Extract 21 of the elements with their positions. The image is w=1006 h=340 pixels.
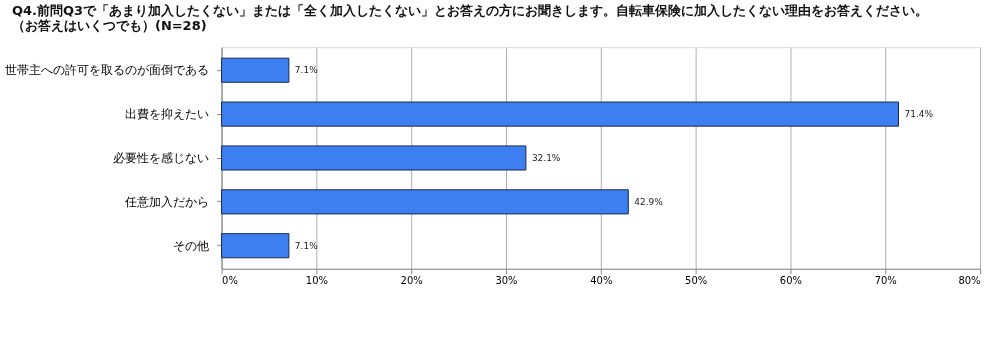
y-tick-label: 任意加入だから bbox=[124, 194, 210, 209]
data-label: 7.1% bbox=[294, 240, 319, 251]
data-label: 32.1% bbox=[531, 152, 561, 163]
x-tick-label: 30% bbox=[495, 275, 518, 287]
x-tick-label: 10% bbox=[305, 275, 328, 287]
x-tick-label: 50% bbox=[685, 275, 708, 287]
y-tick-label: その他 bbox=[173, 238, 210, 253]
x-tick-label: 80% bbox=[958, 275, 981, 287]
x-tick-label: 70% bbox=[874, 275, 897, 287]
x-tick-label: 40% bbox=[590, 275, 613, 287]
chart-title: Q4.前問Q3で「あまり加入したくない」または「全く加入したくない」とお答えの方にお聞きします。自転車保険に加入したくない理由をお答えください。 bbox=[11, 3, 929, 19]
x-tick-label: 0% bbox=[222, 275, 238, 287]
x-tick-label: 20% bbox=[400, 275, 423, 287]
text: （お答えはいくつでも）(N=28) bbox=[11, 18, 207, 34]
y-tick-label: 出費を抑えたい bbox=[125, 107, 210, 122]
data-label: 7.1% bbox=[294, 65, 319, 76]
data-label: 42.9% bbox=[634, 196, 664, 207]
y-tick-label: 必要性を感じない bbox=[113, 150, 210, 165]
x-tick-label: 60% bbox=[779, 275, 803, 287]
y-tick-label: 世帯主への許可を取るのが面倒である bbox=[5, 63, 210, 78]
data-label: 71.4% bbox=[904, 109, 934, 120]
